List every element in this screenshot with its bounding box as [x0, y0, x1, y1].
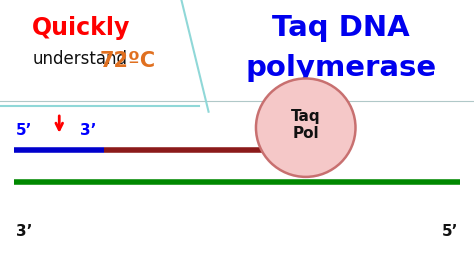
- Text: Quickly: Quickly: [31, 16, 130, 40]
- Text: 3’: 3’: [16, 224, 32, 239]
- Text: 3’: 3’: [80, 123, 96, 138]
- Text: understand: understand: [33, 49, 128, 68]
- FancyBboxPatch shape: [0, 0, 199, 112]
- Text: 5’: 5’: [442, 224, 458, 239]
- Text: 5’: 5’: [16, 123, 32, 138]
- Ellipse shape: [256, 78, 356, 177]
- Text: 72ºC: 72ºC: [100, 51, 156, 71]
- Text: Taq
Pol: Taq Pol: [291, 109, 320, 141]
- Text: polymerase: polymerase: [246, 54, 437, 82]
- Text: Taq DNA: Taq DNA: [273, 14, 410, 42]
